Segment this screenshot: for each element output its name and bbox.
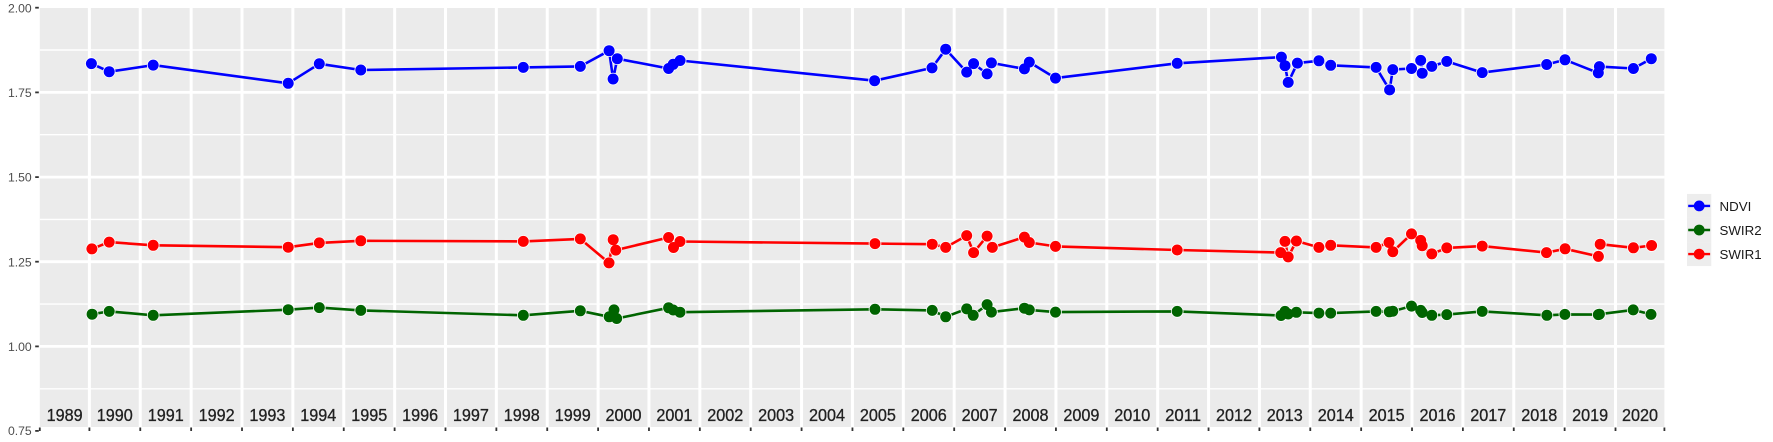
svg-text:2015: 2015 xyxy=(1369,405,1405,425)
svg-text:2000: 2000 xyxy=(606,405,642,425)
svg-text:1.00: 1.00 xyxy=(8,340,32,354)
svg-text:1.25: 1.25 xyxy=(8,255,32,269)
svg-text:1999: 1999 xyxy=(555,405,591,425)
svg-text:1995: 1995 xyxy=(351,405,387,425)
svg-text:2010: 2010 xyxy=(1114,405,1150,425)
svg-text:2016: 2016 xyxy=(1420,405,1456,425)
svg-text:1994: 1994 xyxy=(300,405,336,425)
svg-text:2008: 2008 xyxy=(1013,405,1049,425)
svg-text:1996: 1996 xyxy=(402,405,438,425)
svg-text:2003: 2003 xyxy=(758,405,794,425)
svg-text:0.75: 0.75 xyxy=(8,424,32,438)
svg-text:2002: 2002 xyxy=(707,405,743,425)
svg-text:2020: 2020 xyxy=(1622,405,1658,425)
svg-text:1989: 1989 xyxy=(47,405,83,425)
svg-text:1992: 1992 xyxy=(199,405,235,425)
svg-text:2005: 2005 xyxy=(860,405,896,425)
svg-text:2.00: 2.00 xyxy=(8,1,32,15)
svg-text:NDVI: NDVI xyxy=(1720,199,1752,214)
svg-text:2014: 2014 xyxy=(1318,405,1354,425)
svg-text:2013: 2013 xyxy=(1267,405,1303,425)
svg-text:1991: 1991 xyxy=(148,405,184,425)
svg-text:SWIR2: SWIR2 xyxy=(1720,223,1762,238)
svg-text:2001: 2001 xyxy=(656,405,692,425)
svg-text:2004: 2004 xyxy=(809,405,845,425)
svg-text:2011: 2011 xyxy=(1165,405,1201,425)
svg-text:1997: 1997 xyxy=(453,405,489,425)
svg-text:1990: 1990 xyxy=(97,405,133,425)
svg-text:2018: 2018 xyxy=(1521,405,1557,425)
svg-text:1993: 1993 xyxy=(249,405,285,425)
svg-text:1.75: 1.75 xyxy=(8,86,32,100)
svg-text:SWIR1: SWIR1 xyxy=(1720,247,1762,262)
svg-text:2012: 2012 xyxy=(1216,405,1252,425)
svg-text:2007: 2007 xyxy=(962,405,998,425)
svg-text:2019: 2019 xyxy=(1572,405,1608,425)
svg-text:2017: 2017 xyxy=(1470,405,1506,425)
svg-text:1.50: 1.50 xyxy=(8,171,32,185)
svg-text:2006: 2006 xyxy=(911,405,947,425)
svg-text:1998: 1998 xyxy=(504,405,540,425)
svg-text:2009: 2009 xyxy=(1063,405,1099,425)
